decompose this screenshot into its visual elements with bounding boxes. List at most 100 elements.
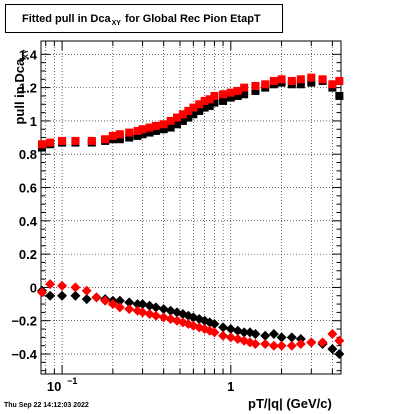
data-point-diamond (327, 329, 338, 340)
data-point-square (115, 130, 124, 139)
data-point-square (184, 106, 193, 115)
data-point-square (71, 136, 80, 145)
data-point-diamond (158, 312, 169, 323)
data-point-diamond (209, 327, 220, 338)
data-point-diamond (132, 299, 143, 310)
chart-title: Fitted pull in Dca XY for Global Rec Pio… (5, 4, 283, 33)
y-tick-label: 0.4 (19, 214, 38, 229)
data-point-diamond (334, 349, 345, 360)
data-point-square (125, 128, 134, 137)
y-axis-label: pull in DcaXY (12, 32, 30, 142)
data-point-square (251, 86, 260, 95)
data-point-square (296, 80, 305, 89)
y-tick-label: 1.4 (19, 47, 38, 62)
x-tick-label-exponent: −1 (67, 376, 77, 386)
data-point-diamond (137, 307, 148, 318)
x-axis-label: pT/|q| (GeV/c) (248, 396, 332, 411)
data-point-diamond (225, 324, 236, 335)
data-point-square (335, 76, 344, 85)
data-point-diamond (124, 304, 135, 315)
data-point-square (108, 131, 117, 140)
data-point-diamond (114, 302, 125, 313)
data-point-diamond (91, 292, 102, 303)
data-point-diamond (137, 299, 148, 310)
data-point-diamond (150, 310, 161, 321)
data-point-square (296, 75, 305, 84)
data-point-square (46, 138, 55, 147)
data-point-square (200, 103, 209, 112)
data-point-diamond (70, 282, 81, 293)
y-axis-label-main: pull in Dca (12, 58, 27, 125)
data-point-square (37, 140, 46, 149)
data-point-square (307, 78, 316, 87)
data-point-diamond (57, 280, 68, 291)
data-point-square (145, 128, 154, 137)
data-point-square (173, 120, 182, 129)
y-tick-label: 0 (30, 280, 37, 295)
data-point-diamond (334, 335, 345, 346)
y-tick-label: −0.4 (11, 347, 37, 362)
y-tick-label: 1 (30, 114, 37, 129)
data-point-square (269, 76, 278, 85)
y-axis-label-subscript: XY (23, 49, 30, 59)
data-point-diamond (317, 337, 328, 348)
data-point-square (133, 131, 142, 140)
timestamp: Thu Sep 22 14:12:03 2022 (4, 402, 89, 409)
x-tick-label: 10 (47, 379, 61, 394)
data-point-diamond (286, 340, 297, 351)
data-point-square (335, 91, 344, 100)
y-tick-label: 0.8 (19, 147, 37, 162)
data-point-square (58, 136, 67, 145)
data-point-diamond (276, 340, 287, 351)
data-point-diamond (260, 339, 271, 350)
data-point-diamond (158, 304, 169, 315)
y-tick-label: 0.6 (19, 181, 37, 196)
data-point-diamond (81, 294, 92, 305)
data-point-square (151, 121, 160, 130)
title-subscript: XY (111, 20, 121, 27)
data-point-square (195, 100, 204, 109)
data-point-diamond (45, 279, 56, 290)
data-point-diamond (268, 340, 279, 351)
data-point-diamond (260, 330, 271, 341)
data-point-diamond (114, 295, 125, 306)
data-point-square (210, 98, 219, 107)
data-point-square (219, 96, 228, 105)
data-point-diamond (239, 327, 250, 338)
data-point-diamond (295, 339, 306, 350)
data-point-square (87, 136, 96, 145)
data-point-diamond (268, 329, 279, 340)
data-point-diamond (70, 290, 81, 301)
data-point-diamond (250, 329, 261, 340)
data-point-square (233, 86, 242, 95)
data-point-square (101, 135, 110, 144)
data-point-diamond (327, 344, 338, 355)
data-point-diamond (100, 295, 111, 306)
title-prefix: Fitted pull in Dca (22, 12, 111, 25)
data-point-diamond (276, 332, 287, 343)
data-point-square (159, 125, 168, 134)
data-point-square (159, 120, 168, 129)
data-point-square (166, 123, 175, 132)
data-point-diamond (209, 319, 220, 330)
data-point-diamond (250, 339, 261, 350)
data-point-square (189, 110, 198, 119)
data-point-square (210, 91, 219, 100)
data-point-square (226, 88, 235, 97)
data-point-square (145, 123, 154, 132)
data-point-diamond (81, 285, 92, 296)
plot-frame (40, 40, 342, 375)
data-point-square (205, 95, 214, 104)
data-point-diamond (286, 332, 297, 343)
data-point-square (251, 81, 260, 90)
data-point-square (151, 126, 160, 135)
data-point-square (240, 83, 249, 92)
data-point-diamond (124, 297, 135, 308)
data-point-diamond (107, 299, 118, 310)
data-point-diamond (218, 330, 229, 341)
data-point-square (328, 80, 337, 89)
data-point-square (219, 90, 228, 99)
data-point-diamond (150, 302, 161, 313)
